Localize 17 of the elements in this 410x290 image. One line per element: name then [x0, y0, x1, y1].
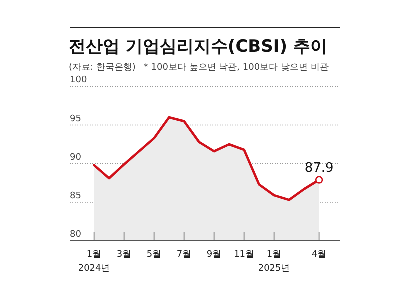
data-label: 87.9 — [304, 161, 334, 176]
x-tick-label: 3월 — [116, 250, 132, 260]
x-tick-label: 1월 2024년 — [78, 250, 110, 274]
x-tick-label: 4월 — [312, 250, 327, 260]
x-tick-label: 9월 — [206, 250, 222, 260]
text: * 100보다 높으면 낙관, 100보다 낮으면 비관 — [144, 63, 329, 73]
y-tick-label: 90 — [70, 152, 82, 163]
y-tick-label: 95 — [70, 114, 82, 124]
y-tick-label: 100 — [70, 76, 88, 86]
x-tick-label: 1월 2025년 — [258, 250, 290, 274]
x-tick-label: 5월 — [146, 250, 162, 260]
y-tick-label: 80 — [70, 230, 82, 240]
y-tick-label: 85 — [70, 191, 82, 202]
x-tick-label: 11월 — [234, 250, 255, 260]
x-tick-label: 7월 — [176, 250, 192, 260]
text: (자료: 한국은행) — [69, 63, 136, 73]
chart-title: 전산업 기업심리지수(CBSI) 추이 — [69, 37, 328, 57]
